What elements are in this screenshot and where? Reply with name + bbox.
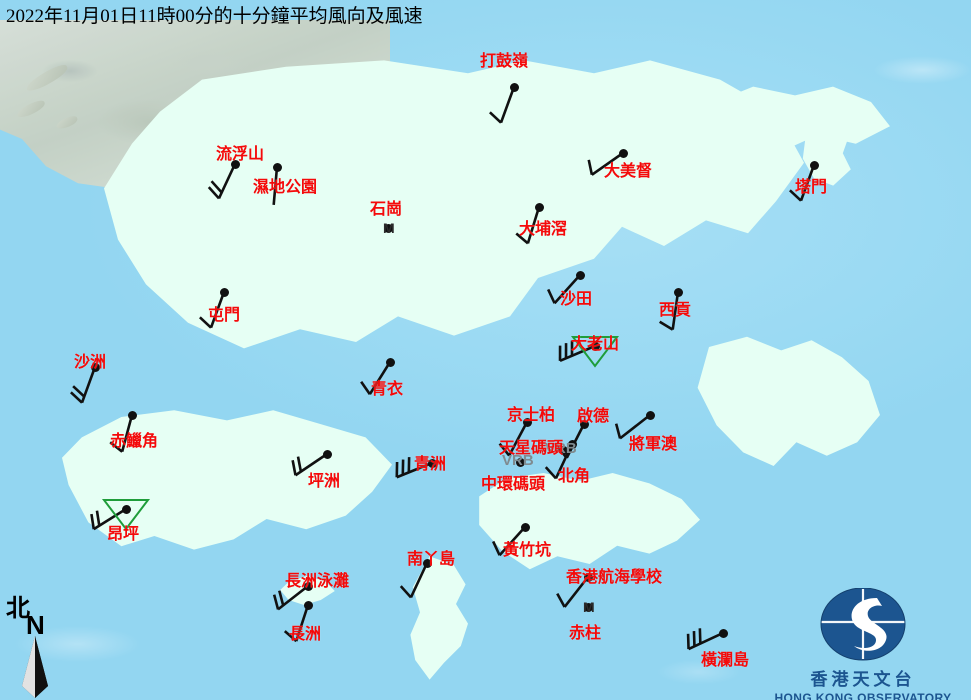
- wind-barb-icon: [199, 291, 226, 329]
- station-label: 赤鱲角: [110, 433, 159, 450]
- station-label: 屯門: [208, 307, 241, 324]
- station-label: 長洲泳灘: [285, 573, 350, 590]
- station-label: 香港航海學校: [566, 569, 663, 586]
- station-label: 沙洲: [74, 354, 107, 371]
- wind-barb-icon: [686, 628, 724, 651]
- station-label: 大老山: [571, 336, 620, 353]
- wind-barb-icon: [544, 443, 574, 480]
- wind-barb-icon: [109, 414, 134, 453]
- station-label: 將軍澳: [629, 436, 678, 453]
- station-label: 大美督: [604, 163, 653, 180]
- wind-barb-icon: [399, 562, 429, 599]
- hko-logo-mark: [820, 587, 906, 664]
- wind-barb-icon: [272, 584, 309, 611]
- wind-barb-icon: [556, 576, 590, 608]
- wind-barb-icon: [395, 457, 433, 479]
- gale-warning-triangle-icon: [570, 336, 620, 368]
- hko-logo: 香港天文台 HONG KONG OBSERVATORY: [763, 587, 963, 700]
- station-dot: [383, 223, 393, 233]
- station-dot: [303, 600, 313, 610]
- wind-barb-icon: [558, 340, 596, 363]
- station-label: 南丫島: [407, 551, 456, 568]
- station-label: 打鼓嶺: [480, 53, 529, 70]
- station-label: 中環碼頭: [481, 476, 546, 493]
- station-label: 石崗: [370, 201, 403, 218]
- page-title: 2022年11月01日11時00分的十分鐘平均風向及風速: [6, 6, 423, 27]
- wind-barb-icon: [498, 421, 529, 457]
- wind-barb-icon: [291, 452, 328, 477]
- wind-barb-icon: [614, 413, 651, 440]
- station-label: 黃竹坑: [503, 542, 552, 559]
- north-arrow: 北 N: [4, 588, 64, 698]
- wind-barb-icon: [587, 151, 624, 176]
- wind-barb-icon: [789, 164, 816, 202]
- station-label: 塔門: [795, 179, 828, 196]
- station-code-vrb: VRB: [502, 452, 534, 469]
- station-label: 北角: [558, 468, 591, 485]
- wind-barb-icon: [283, 604, 310, 643]
- wind-barb-icon: [515, 206, 541, 245]
- station-code-calm: M: [583, 599, 595, 615]
- north-label-en: N: [26, 610, 45, 640]
- station-code-vrb: VRB: [545, 440, 577, 457]
- station-label: 西貢: [659, 302, 692, 319]
- station-label: 橫瀾島: [701, 652, 750, 669]
- wind-barb-icon: [489, 86, 516, 124]
- north-label-cn: 北: [6, 596, 30, 622]
- station-label: 長洲: [289, 626, 322, 643]
- wind-barb-icon: [547, 274, 581, 305]
- hko-name-en: HONG KONG OBSERVATORY: [774, 691, 952, 700]
- wind-barb-icon: [492, 526, 526, 557]
- station-dot: [583, 602, 593, 612]
- station-dot: [515, 457, 525, 467]
- wind-barb-icon: [90, 507, 127, 531]
- station-label: 大埔滘: [519, 221, 568, 238]
- gale-warning-triangle-icon: [101, 499, 151, 531]
- wind-barb-icon: [272, 166, 279, 205]
- station-label: 坪洲: [308, 473, 341, 490]
- station-label: 京士柏: [507, 407, 556, 424]
- title-bar: 2022年11月01日11時00分的十分鐘平均風向及風速: [0, 0, 971, 27]
- station-label: 濕地公園: [253, 179, 318, 196]
- hko-name-cn: 香港天文台: [810, 670, 916, 689]
- station-dot: [673, 287, 683, 297]
- station-dot: [558, 445, 568, 455]
- compass-needle-icon: [22, 636, 48, 698]
- station-code-calm: M: [383, 220, 395, 236]
- station-label: 天星碼頭: [499, 440, 564, 457]
- wind-barb-icon: [360, 361, 392, 395]
- station-label: 啟德: [577, 408, 610, 425]
- station-label: 青衣: [371, 381, 404, 398]
- station-label: 流浮山: [216, 146, 265, 163]
- wind-barb-icon: [659, 291, 680, 331]
- station-label: 沙田: [560, 291, 593, 308]
- station-label: 昂坪: [107, 526, 140, 543]
- station-label: 青洲: [414, 456, 447, 473]
- wind-barb-icon: [70, 366, 97, 404]
- wind-barb-icon: [207, 163, 237, 200]
- station-label: 赤柱: [569, 625, 602, 642]
